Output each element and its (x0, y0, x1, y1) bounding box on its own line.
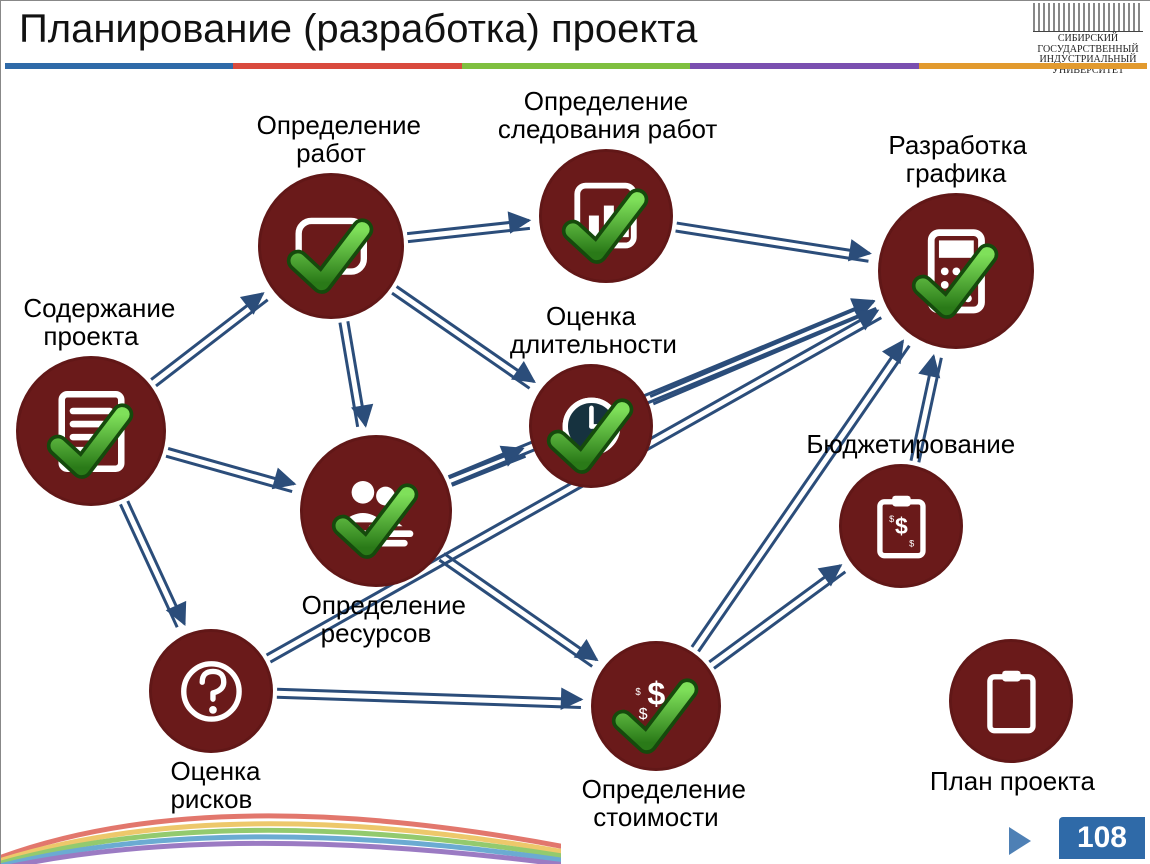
page-chevron-icon (1009, 827, 1031, 855)
node-label-budget: Бюджетирование (806, 430, 995, 458)
edge-risk-cost (277, 689, 581, 707)
node-label-cost: Определение стоимости (582, 775, 731, 831)
node-budget: $$$ (839, 464, 963, 588)
node-label-sched: Разработка графика (888, 131, 1023, 187)
node-label-res: Определение ресурсов (302, 591, 451, 647)
node-label-risk: Оценка рисков (170, 757, 251, 813)
node-seq (539, 149, 673, 283)
node-risk (149, 629, 273, 753)
edge-scope-risk (120, 501, 184, 627)
node-scope (16, 356, 166, 506)
edge-cost-budget (709, 565, 845, 668)
checkmark-icon (558, 179, 650, 271)
node-label-works: Определение работ (257, 111, 406, 167)
clip-money-icon: $$$ (839, 464, 963, 588)
edge-works-seq (407, 220, 530, 241)
edge-scope-res (166, 448, 294, 491)
node-cost: $$$$$ (591, 641, 721, 771)
node-sched (878, 193, 1034, 349)
svg-text:$: $ (909, 538, 914, 548)
checkmark-icon (908, 234, 1000, 326)
node-dur (529, 364, 653, 488)
clipboard-icon (949, 639, 1073, 763)
node-label-scope: Содержание проекта (23, 294, 158, 350)
svg-text:$: $ (895, 513, 908, 539)
node-plan (949, 639, 1073, 763)
edge-seq-sched (676, 223, 870, 261)
checkmark-icon (43, 394, 135, 486)
checkmark-icon (543, 389, 635, 481)
node-res (300, 435, 452, 587)
slide: Планирование (разработка) проекта СИБИРС… (0, 0, 1150, 864)
edge-works-res (340, 321, 366, 427)
checkmark-icon (283, 209, 375, 301)
svg-text:$: $ (889, 513, 894, 523)
checkmark-icon (328, 474, 420, 566)
checkmark-icon (608, 669, 700, 761)
question-icon (149, 629, 273, 753)
page-number: 108 (1059, 817, 1145, 859)
node-label-dur: Оценка длительности (510, 302, 672, 358)
node-label-seq: Определение следования работ (498, 87, 714, 143)
node-label-plan: План проекта (930, 767, 1092, 795)
node-works (258, 173, 404, 319)
